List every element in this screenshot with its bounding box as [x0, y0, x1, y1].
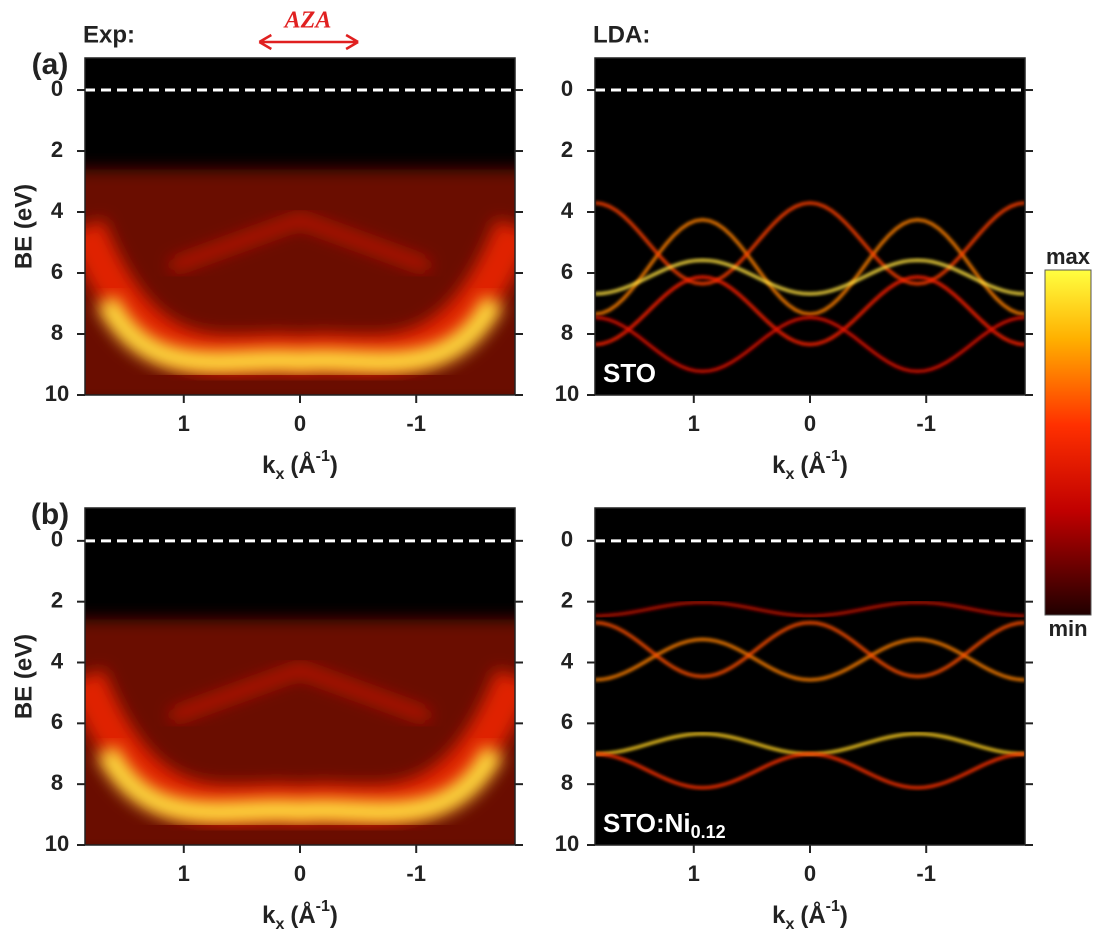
panel — [595, 508, 1025, 845]
y-tick-label: 0 — [51, 527, 63, 552]
heatmap-band — [595, 201, 1025, 286]
colorbar-min: min — [1048, 616, 1087, 641]
x-axis-label-part: ) — [330, 902, 338, 929]
y-tick-label: 0 — [561, 76, 573, 101]
heatmap-band — [595, 637, 1025, 682]
y-tick-label: 6 — [561, 259, 573, 284]
x-tick-label: 1 — [178, 411, 190, 436]
y-tick-label: 2 — [561, 137, 573, 162]
heatmap-background — [595, 508, 1025, 845]
panel-annotation: STO — [603, 358, 656, 388]
x-axis-label-part: x — [275, 916, 284, 933]
x-tick-label: 1 — [688, 411, 700, 436]
x-tick-label: 0 — [294, 411, 306, 436]
heatmap-intensity — [168, 663, 432, 723]
x-axis-label-part: ) — [330, 452, 338, 479]
x-tick-label: -1 — [916, 861, 936, 886]
heatmap-band — [595, 752, 1025, 790]
heatmap-intensity — [96, 295, 504, 374]
colorbar-max: max — [1046, 244, 1091, 269]
y-tick-label: 10 — [555, 831, 579, 856]
heatmap-band — [595, 218, 1025, 316]
direction-arrow — [258, 33, 359, 51]
y-tick-label: 4 — [561, 198, 574, 223]
x-axis-label-part: k — [262, 452, 276, 479]
panel — [85, 508, 515, 845]
y-axis-label: BE (eV) — [10, 184, 37, 269]
y-tick-label: 0 — [51, 76, 63, 101]
x-axis-label-part: k — [772, 902, 786, 929]
x-axis-label: kx (Å-1) — [262, 898, 338, 933]
x-axis-label-part: -1 — [826, 448, 840, 465]
x-axis-label-part: (Å — [290, 451, 315, 479]
y-tick-label: 8 — [51, 320, 63, 345]
heatmap-band — [595, 621, 1025, 679]
y-tick-label: 8 — [51, 770, 63, 795]
x-axis-label-part: -1 — [316, 448, 330, 465]
x-axis-label-part: k — [262, 902, 276, 929]
heatmap-intensity — [96, 745, 504, 824]
x-tick-label: 0 — [294, 861, 306, 886]
panel — [595, 58, 1025, 395]
y-tick-label: 8 — [561, 770, 573, 795]
y-tick-label: 6 — [561, 709, 573, 734]
y-axis-label: BE (eV) — [10, 634, 37, 719]
panel-annotation-sub: 0.12 — [691, 822, 726, 842]
x-axis-label-part: x — [275, 466, 284, 483]
panel-label: (b) — [31, 498, 69, 531]
y-tick-label: 6 — [51, 259, 63, 284]
x-tick-label: -1 — [406, 411, 426, 436]
x-axis-label-part: -1 — [316, 898, 330, 915]
y-tick-label: 4 — [561, 648, 574, 673]
heatmap-band — [595, 258, 1025, 296]
x-tick-label: 0 — [804, 411, 816, 436]
x-axis-label-part: (Å — [800, 451, 825, 479]
x-tick-label: -1 — [406, 861, 426, 886]
x-axis-label-part: ) — [840, 452, 848, 479]
y-tick-label: 10 — [45, 381, 69, 406]
x-axis-label-part: ) — [840, 902, 848, 929]
x-axis-label: kx (Å-1) — [772, 448, 848, 483]
panel — [85, 58, 515, 395]
y-tick-label: 6 — [51, 709, 63, 734]
y-tick-label: 0 — [561, 527, 573, 552]
panel-annotation-text: STO:Ni — [603, 808, 691, 838]
x-axis-label-part: k — [772, 452, 786, 479]
y-tick-label: 10 — [555, 381, 579, 406]
heatmap-intensity — [168, 213, 432, 273]
colorbar — [1044, 269, 1092, 616]
x-tick-label: 0 — [804, 861, 816, 886]
y-tick-label: 8 — [561, 320, 573, 345]
x-tick-label: 1 — [688, 861, 700, 886]
panel-annotation-text: STO — [603, 358, 656, 388]
x-axis-label-part: (Å — [800, 901, 825, 929]
heatmap-band — [595, 275, 1025, 346]
panel-label: (a) — [32, 48, 69, 81]
panel-title: LDA: — [593, 21, 650, 48]
y-tick-label: 4 — [51, 648, 64, 673]
heatmap-band — [595, 315, 1025, 373]
x-axis-label-part: -1 — [826, 898, 840, 915]
x-axis-label-part: x — [785, 466, 794, 483]
x-tick-label: -1 — [916, 411, 936, 436]
x-tick-label: 1 — [178, 861, 190, 886]
panel-title: Exp: — [83, 21, 135, 48]
heatmap-band — [595, 600, 1025, 618]
y-tick-label: 2 — [51, 587, 63, 612]
panel-annotation: STO:Ni0.12 — [603, 808, 726, 842]
y-tick-label: 2 — [561, 587, 573, 612]
heatmap-background — [595, 58, 1025, 395]
x-axis-label: kx (Å-1) — [262, 448, 338, 483]
y-tick-label: 2 — [51, 137, 63, 162]
x-axis-label-part: x — [785, 916, 794, 933]
y-tick-label: 10 — [45, 831, 69, 856]
x-axis-label: kx (Å-1) — [772, 898, 848, 933]
y-tick-label: 4 — [51, 198, 64, 223]
x-axis-label-part: (Å — [290, 901, 315, 929]
direction-annotation: AZA — [283, 8, 332, 34]
